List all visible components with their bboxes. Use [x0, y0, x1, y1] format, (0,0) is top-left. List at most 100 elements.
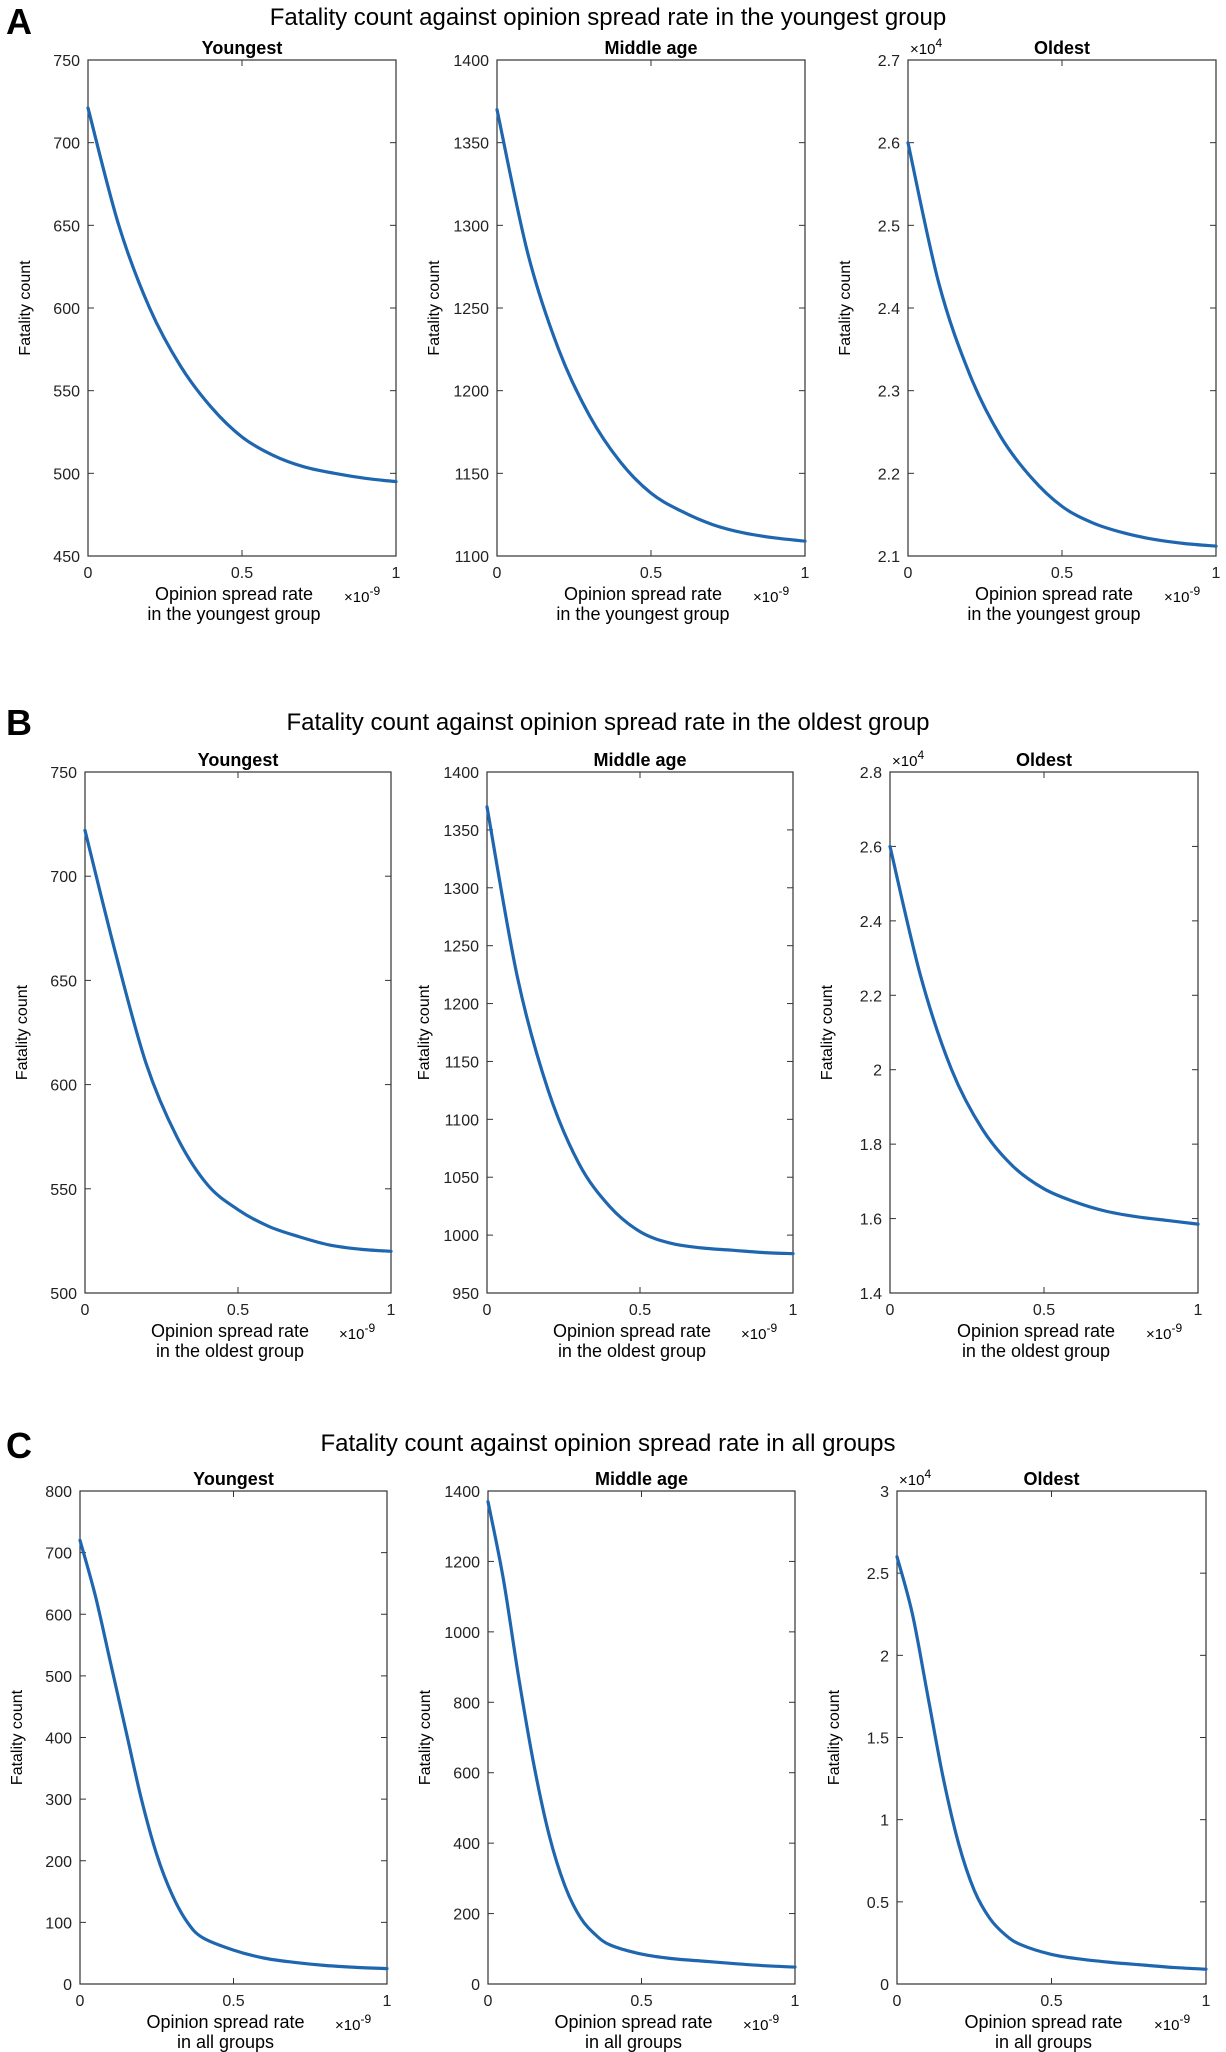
p1-c1-series-line: [485, 805, 795, 1256]
p1-c2-xlabel-line1: Opinion spread rate: [957, 1321, 1115, 1341]
p0-c2-xtick-label: 0.5: [1051, 565, 1073, 582]
p2-c0-title: Youngest: [193, 1469, 274, 1489]
p0-c1-ytick-label: 1350: [453, 136, 489, 153]
p0-c0-xtick-label: 0.5: [231, 565, 253, 582]
p0-c2-ytick-label: 2.3: [878, 384, 900, 401]
p1-c0-xlabel-line2: in the oldest group: [156, 1341, 304, 1361]
p0-c2-ytick-label: 2.5: [878, 218, 900, 235]
p2-c0-ytick-label: 200: [45, 1854, 72, 1871]
p1-c0-ytick-label: 500: [50, 1286, 77, 1303]
p0-c2-ytick-label: 2.2: [878, 466, 900, 483]
chart-c-oldest: 0 0.5 1 1.5 2 2.5 3 0 0.5 1 Oldest ×104 Fatality cou…: [826, 1467, 1211, 2052]
chart-a-oldest: 2.1 2.2 2.3 2.4 2.5 2.6 2.7 0 0.5 1 Oldest ×104 Fata…: [837, 36, 1221, 624]
p0-c0-xlabel-line1: Opinion spread rate: [155, 584, 313, 604]
p1-c0-xlabel-line1: Opinion spread rate: [151, 1321, 309, 1341]
p0-c0-series-line: [86, 106, 398, 484]
p0-c2-ytick-label: 2.6: [878, 136, 900, 153]
chart-b-oldest: 1.4 1.6 1.8 2 2.2 2.4 2.6 2.8 0 0.5 1 Oldest ×104 Fat…: [819, 748, 1203, 1361]
p1-c2-ytick-label: 2.8: [860, 765, 882, 782]
p1-c1-axes-box: [486, 771, 794, 1294]
panel-letter-c: C: [6, 1425, 32, 1466]
p1-c1-xtick-label: 0: [483, 1302, 492, 1319]
p1-c1-title: Middle age: [593, 750, 686, 770]
p2-c2-series-line: [895, 1555, 1208, 1971]
p2-c1-xtick-label: 0.5: [630, 1993, 652, 2010]
p0-c1-xtick-label: 0: [493, 565, 502, 582]
p1-c1-ytick-label: 1250: [443, 939, 479, 956]
p2-c2-ytick-label: 3: [880, 1484, 889, 1501]
p1-c1-ytick-label: 950: [452, 1286, 479, 1303]
panel-title-c: Fatality count against opinion spread ra…: [320, 1430, 895, 1457]
p1-c0-ytick-label: 700: [50, 869, 77, 886]
panel-title-b: Fatality count against opinion spread ra…: [286, 709, 929, 736]
p2-c2-ytick-label: 1: [880, 1813, 889, 1830]
p2-c0-ytick-label: 800: [45, 1484, 72, 1501]
p2-c1-ytick-label: 1200: [444, 1554, 480, 1571]
p2-c1-axes-box: [487, 1490, 796, 1985]
p1-c1-xlabel-line1: Opinion spread rate: [553, 1321, 711, 1341]
p2-c2-x-multiplier: ×10-9: [1154, 2012, 1190, 2034]
p2-c0-ylabel: Fatality count: [9, 1689, 26, 1785]
p1-c2-series-line: [888, 844, 1200, 1226]
p2-c2-xtick-label: 0.5: [1040, 1993, 1062, 2010]
p2-c1-x-multiplier: ×10-9: [743, 2012, 779, 2034]
p2-c2-ytick-label: 2.5: [867, 1566, 889, 1583]
p0-c2-ytick-label: 2.4: [878, 301, 900, 318]
p0-c0-ytick-label: 500: [53, 466, 80, 483]
p2-c2-ytick-label: 0.5: [867, 1895, 889, 1912]
p1-c2-ytick-label: 2: [873, 1063, 882, 1080]
p0-c2-xtick-label: 1: [1212, 565, 1221, 582]
p1-c2-ytick-label: 2.4: [860, 914, 882, 931]
p2-c1-xtick-label: 0: [484, 1993, 493, 2010]
p1-c2-xlabel-line2: in the oldest group: [962, 1341, 1110, 1361]
p2-c1-ytick-label: 1400: [444, 1484, 480, 1501]
p0-c2-series-line: [906, 141, 1218, 548]
p0-c0-ytick-label: 750: [53, 53, 80, 70]
p2-c2-ytick-label: 0: [880, 1977, 889, 1994]
chart-c-middle-age: 0 200 400 600 800 1000 1200 1400 0 0.5 1 Middle age…: [417, 1469, 800, 2052]
p2-c1-ylabel: Fatality count: [417, 1689, 434, 1785]
p2-c2-y-multiplier: ×104: [899, 1467, 931, 1489]
p0-c0-ytick-label: 550: [53, 384, 80, 401]
p1-c1-ytick-label: 1050: [443, 1170, 479, 1187]
p1-c2-xtick-label: 0.5: [1033, 1302, 1055, 1319]
p0-c1-ytick-label: 1150: [455, 466, 490, 483]
p0-c1-ytick-label: 1100: [455, 549, 490, 566]
p1-c0-x-multiplier: ×10-9: [339, 1321, 375, 1343]
p1-c1-ytick-label: 1350: [443, 823, 479, 840]
p2-c0-ytick-label: 700: [45, 1546, 72, 1563]
p0-c0-xtick-label: 1: [392, 565, 401, 582]
p2-c0-series-line: [78, 1538, 389, 1971]
p2-c2-title: Oldest: [1023, 1469, 1079, 1489]
p2-c1-ytick-label: 1000: [444, 1625, 480, 1642]
panel-letter-a: A: [6, 1, 32, 42]
p1-c2-y-multiplier: ×104: [892, 748, 924, 770]
p0-c0-title: Youngest: [202, 38, 283, 58]
p0-c1-ytick-label: 1200: [453, 384, 489, 401]
p0-c2-xlabel-line2: in the youngest group: [967, 604, 1140, 624]
p0-c2-x-multiplier: ×10-9: [1164, 584, 1200, 606]
p1-c1-ytick-label: 1400: [443, 765, 479, 782]
p1-c1-ytick-label: 1000: [443, 1228, 479, 1245]
p1-c2-ytick-label: 1.4: [860, 1286, 882, 1303]
p0-c1-xlabel-line1: Opinion spread rate: [564, 584, 722, 604]
p0-c0-x-multiplier: ×10-9: [344, 584, 380, 606]
p0-c2-title: Oldest: [1034, 38, 1090, 58]
p1-c0-ytick-label: 750: [50, 765, 77, 782]
p2-c0-ytick-label: 400: [45, 1731, 72, 1748]
p1-c2-ylabel: Fatality count: [819, 984, 836, 1080]
p2-c0-xtick-label: 1: [383, 1993, 392, 2010]
p1-c2-title: Oldest: [1016, 750, 1072, 770]
p2-c1-xlabel-line1: Opinion spread rate: [554, 2012, 712, 2032]
p0-c1-ytick-label: 1250: [453, 301, 489, 318]
p2-c0-ytick-label: 0: [63, 1977, 72, 1994]
p0-c1-series-line: [495, 108, 807, 543]
p1-c0-series-line: [83, 828, 393, 1253]
p2-c2-xtick-label: 1: [1202, 1993, 1211, 2010]
p1-c2-ytick-label: 2.2: [860, 988, 882, 1005]
p0-c0-ytick-label: 650: [53, 218, 80, 235]
p0-c2-ylabel: Fatality count: [837, 260, 854, 356]
p2-c0-xlabel-line2: in all groups: [177, 2032, 274, 2052]
p1-c0-xtick-label: 0: [81, 1302, 90, 1319]
p1-c1-ytick-label: 1150: [445, 1054, 480, 1071]
